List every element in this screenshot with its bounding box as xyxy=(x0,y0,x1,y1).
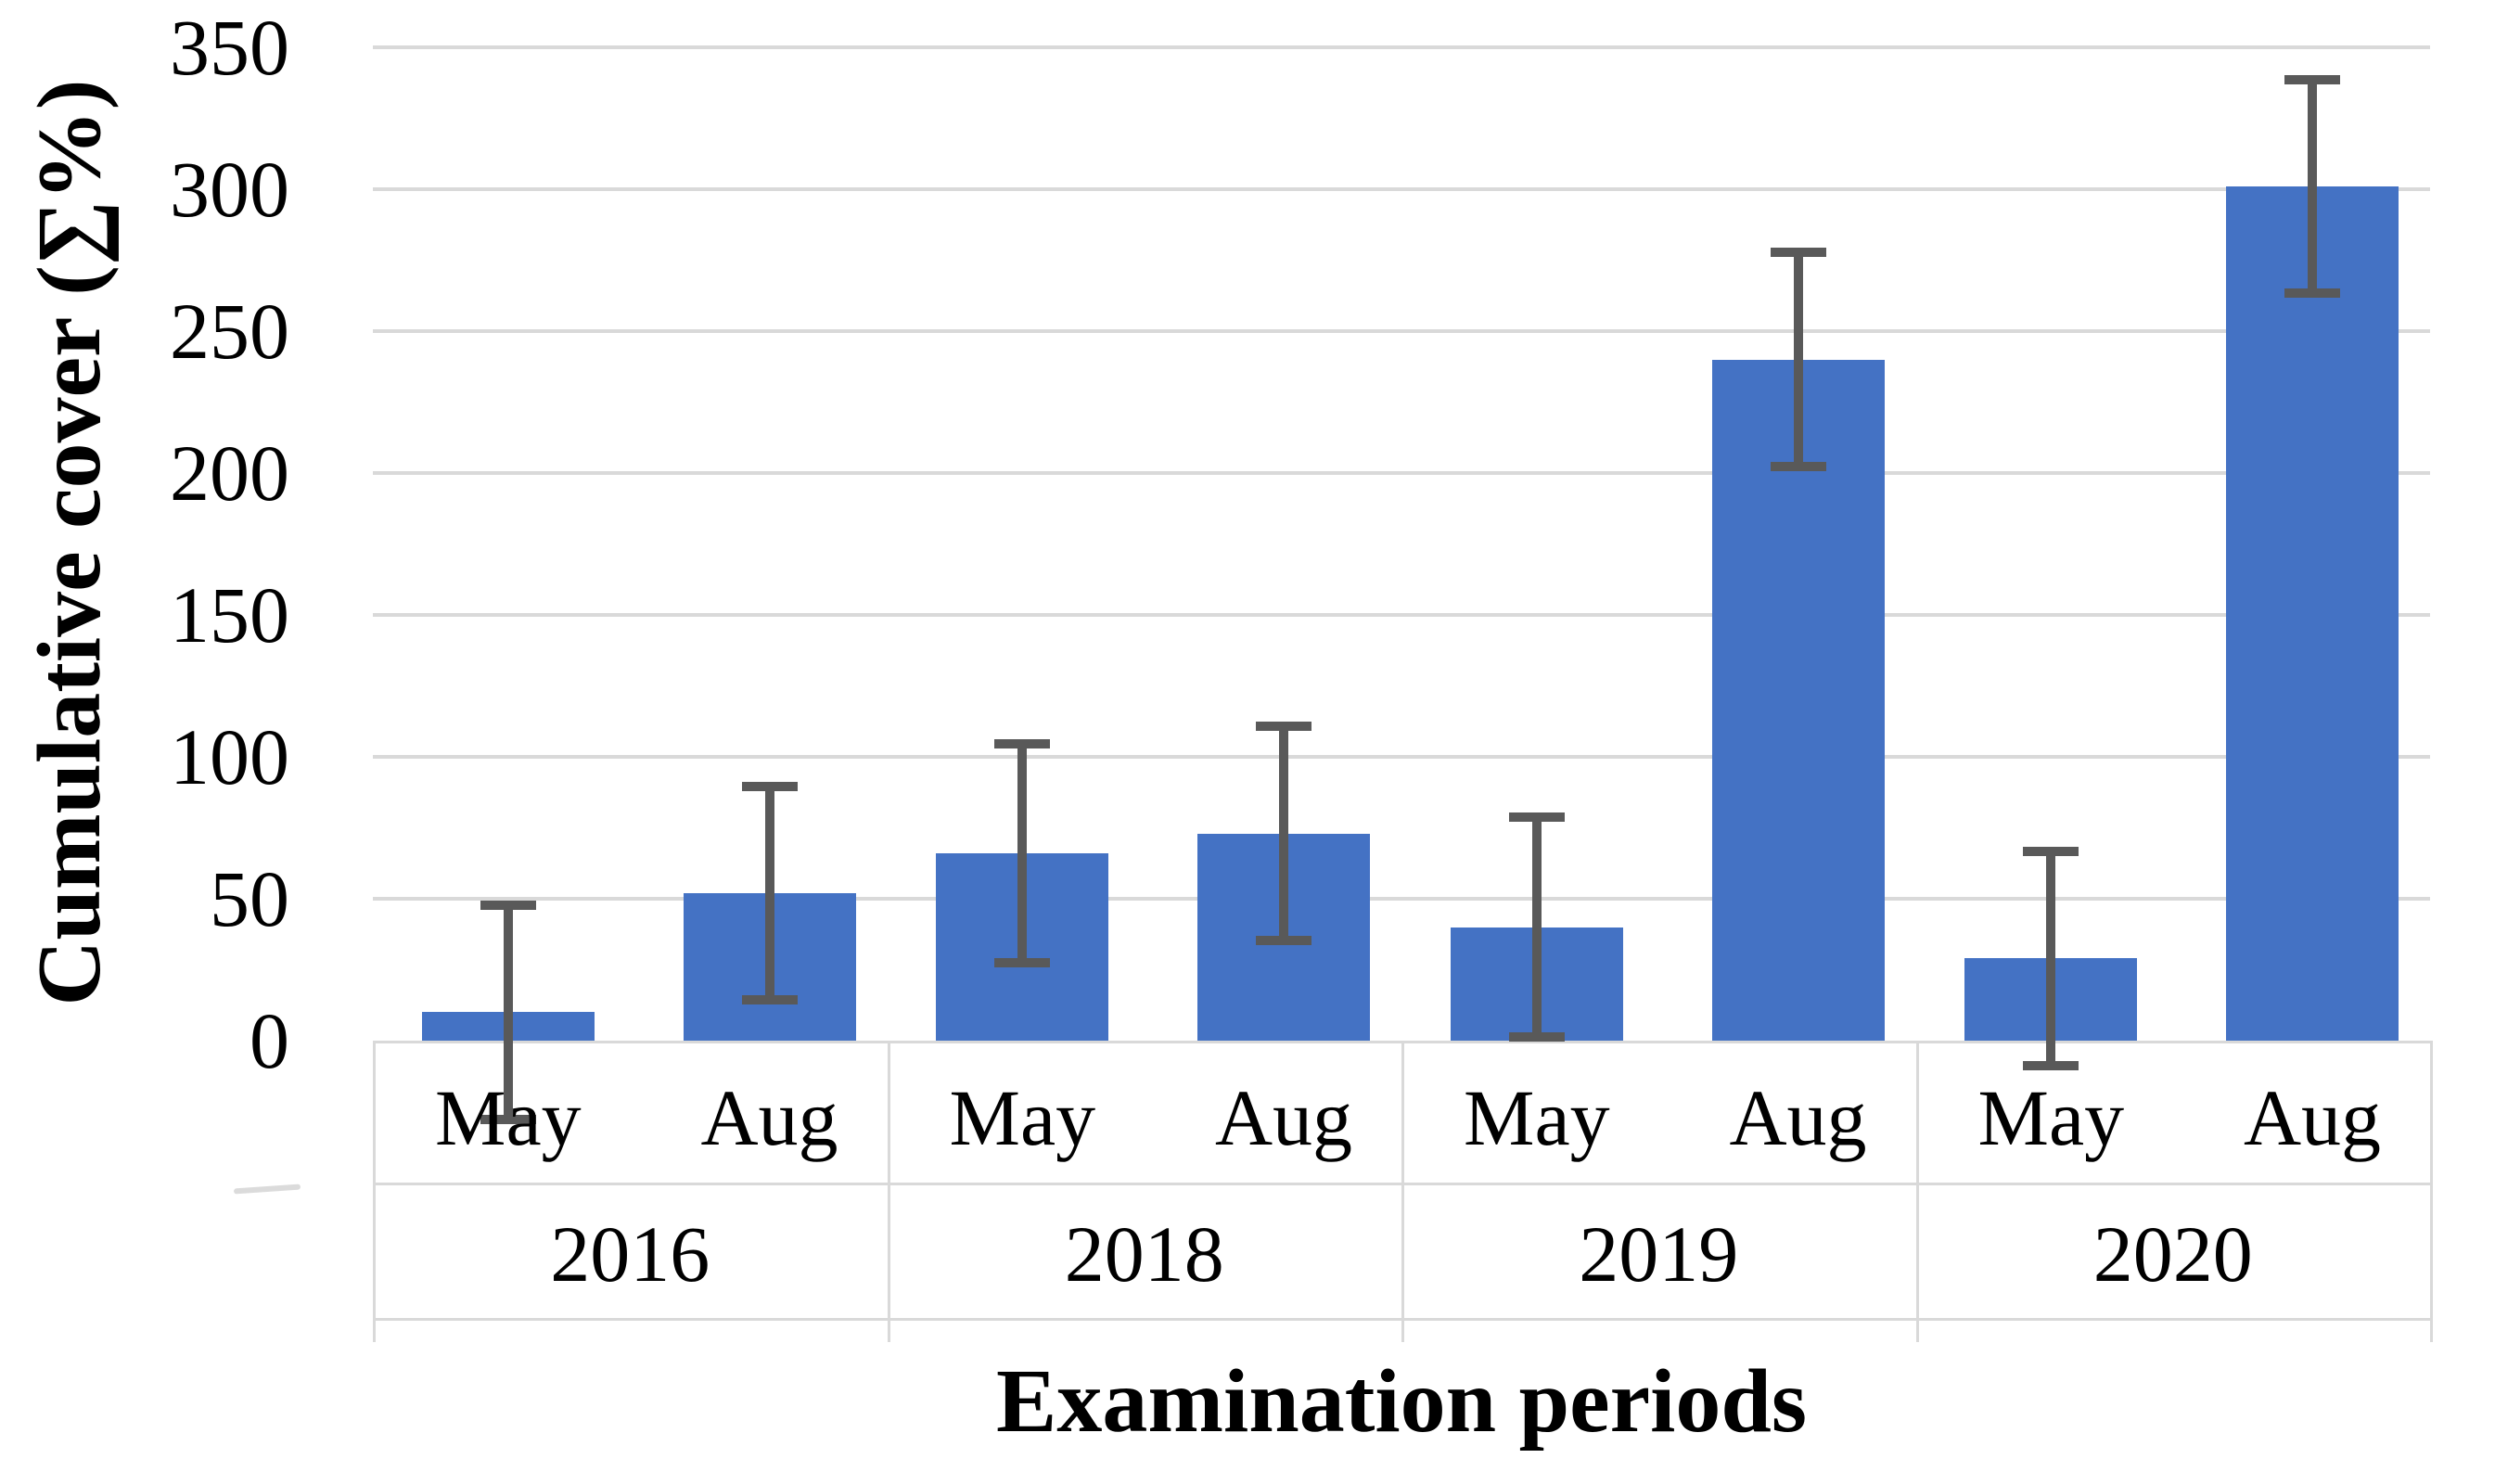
error-bar-cap-bottom xyxy=(2284,288,2341,299)
axis-tick-mark xyxy=(373,1318,376,1342)
error-bar-cap-top xyxy=(1508,812,1565,823)
x-group-label-2016: 2016 xyxy=(550,1209,710,1298)
axis-tick-mark xyxy=(1401,1318,1404,1342)
error-bar-cap-top xyxy=(2284,74,2341,84)
table-border-v xyxy=(373,1041,376,1318)
x-group-label-2018: 2018 xyxy=(1064,1209,1224,1298)
error-bar-line-2019-may xyxy=(1531,816,1542,1038)
x-category-label-2020-may: May xyxy=(1977,1073,2125,1162)
y-tick-label-350: 350 xyxy=(170,3,289,92)
table-border-v xyxy=(2430,1041,2433,1318)
error-bar-line-2020-may xyxy=(2046,850,2056,1067)
table-border-v xyxy=(1915,1041,1919,1318)
y-tick-label-300: 300 xyxy=(170,145,289,234)
x-category-label-2018-may: May xyxy=(949,1073,1096,1162)
y-tick-label-200: 200 xyxy=(170,429,289,518)
error-bar-cap-top xyxy=(741,781,798,791)
x-group-label-2020: 2020 xyxy=(2092,1209,2253,1298)
x-category-label-2020-aug: Aug xyxy=(2243,1073,2382,1162)
error-bar-cap-bottom xyxy=(994,958,1051,968)
gridline-200 xyxy=(373,471,2430,475)
error-bar-line-2019-aug xyxy=(1793,251,1803,467)
error-bar-cap-top xyxy=(2023,846,2079,856)
table-border-v xyxy=(1401,1041,1404,1318)
error-bar-cap-bottom xyxy=(741,995,798,1005)
bar-2019-aug xyxy=(1711,359,1885,1041)
axis-tick-mark xyxy=(887,1318,890,1342)
y-tick-label-100: 100 xyxy=(170,712,289,801)
y-tick-label-250: 250 xyxy=(170,287,289,376)
error-bar-cap-bottom xyxy=(1770,461,1826,471)
axis-tick-mark xyxy=(2430,1318,2433,1342)
error-bar-cap-top xyxy=(1256,722,1312,732)
error-bar-cap-bottom xyxy=(1508,1031,1565,1042)
x-category-label-2016-may: May xyxy=(435,1073,582,1162)
error-bar-cap-bottom xyxy=(480,1114,536,1124)
error-bar-line-2018-may xyxy=(1017,742,1028,965)
error-bar-line-2020-aug xyxy=(2308,78,2318,295)
x-category-label-2019-aug: Aug xyxy=(1729,1073,1867,1162)
x-group-label-2019: 2019 xyxy=(1579,1209,1739,1298)
error-bar-line-2016-may xyxy=(503,904,513,1120)
error-bar-cap-top xyxy=(1770,248,1826,258)
x-axis-title: Examination periods xyxy=(996,1351,1807,1452)
gridline-250 xyxy=(373,329,2430,333)
error-bar-line-2016-aug xyxy=(764,785,774,1002)
bar-2020-aug xyxy=(2226,186,2399,1041)
gridline-50 xyxy=(373,897,2430,901)
gridline-100 xyxy=(373,755,2430,759)
error-bar-cap-top xyxy=(994,738,1051,748)
x-category-label-2019-may: May xyxy=(1464,1073,1610,1162)
x-category-label-2018-aug: Aug xyxy=(1214,1073,1353,1162)
y-tick-label-0: 0 xyxy=(250,996,289,1085)
axis-tick-mark xyxy=(1915,1318,1919,1342)
stray-mark xyxy=(233,1183,301,1195)
error-bar-cap-bottom xyxy=(1256,935,1312,945)
error-bar-cap-top xyxy=(480,901,536,911)
gridline-350 xyxy=(373,45,2430,49)
error-bar-cap-bottom xyxy=(2023,1060,2079,1070)
gridline-150 xyxy=(373,613,2430,617)
y-tick-label-150: 150 xyxy=(170,570,289,659)
x-category-label-2016-aug: Aug xyxy=(700,1073,838,1162)
y-tick-label-50: 50 xyxy=(210,854,289,943)
error-bar-line-2018-aug xyxy=(1279,725,1289,941)
table-border-v xyxy=(887,1041,890,1318)
gridline-300 xyxy=(373,187,2430,191)
